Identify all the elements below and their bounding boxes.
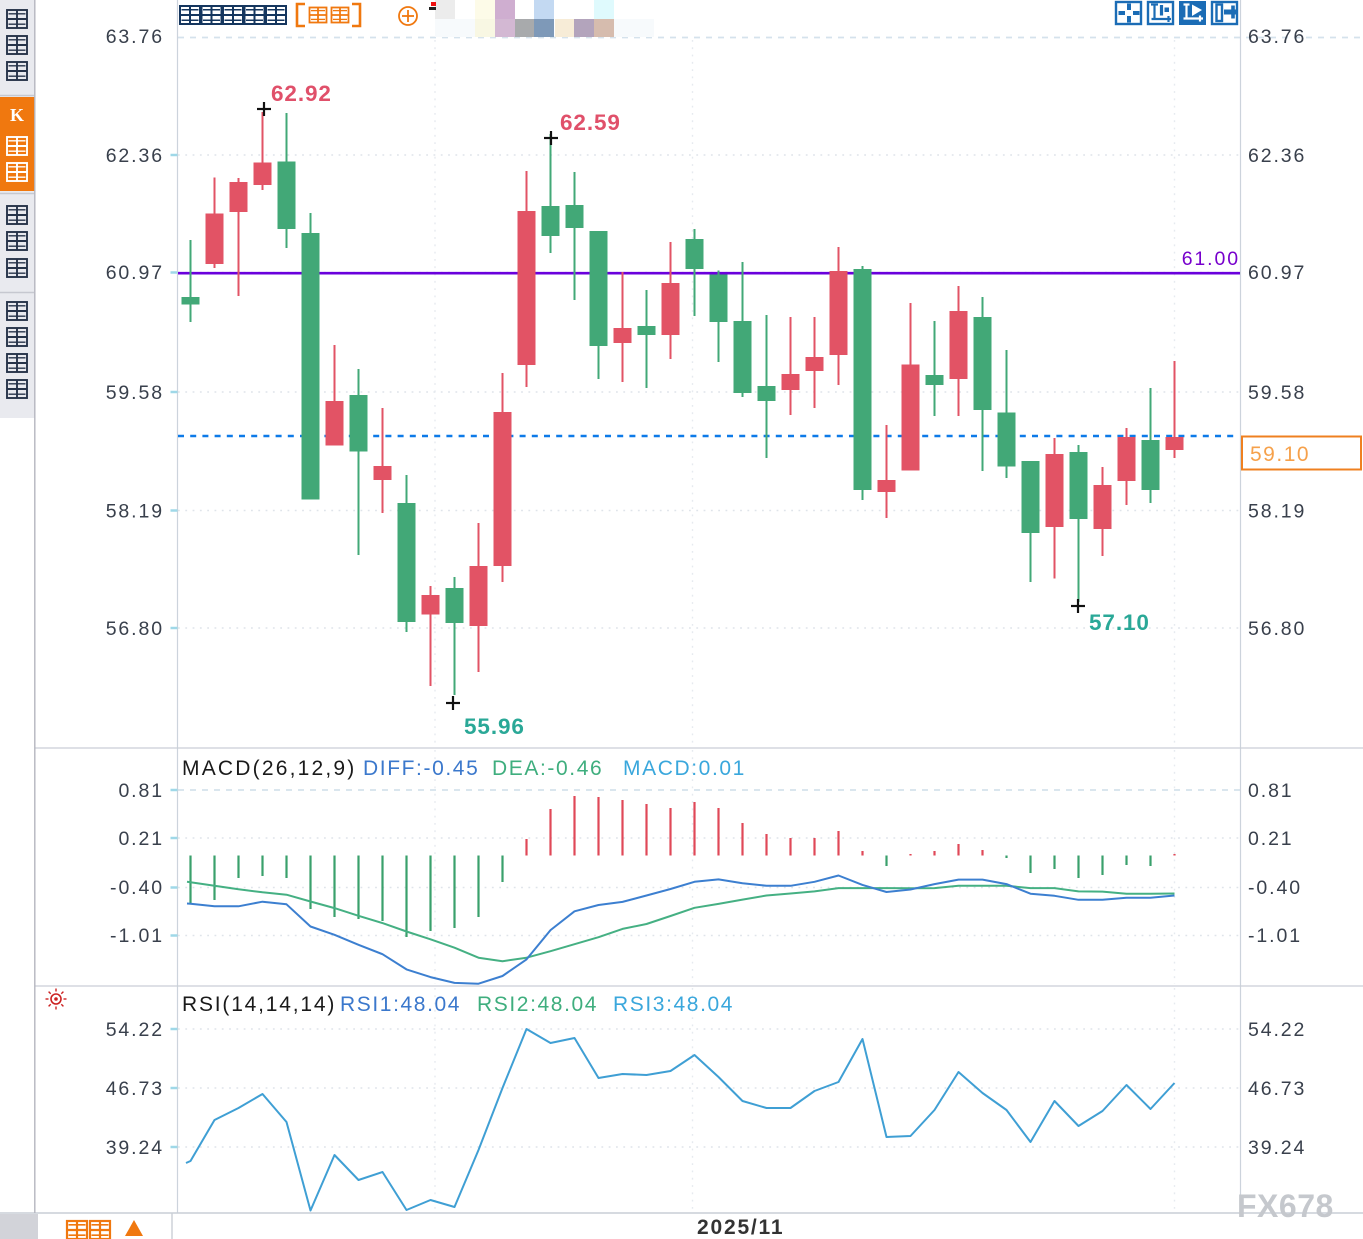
svg-text:RSI3:48.04: RSI3:48.04 <box>613 993 734 1016</box>
svg-text:46.73: 46.73 <box>106 1078 164 1100</box>
svg-text:59.58: 59.58 <box>1248 382 1306 404</box>
svg-text:58.19: 58.19 <box>1248 501 1306 523</box>
svg-text:-1.01: -1.01 <box>1248 925 1302 947</box>
svg-text:63.76: 63.76 <box>1248 26 1306 48</box>
svg-text:62.36: 62.36 <box>1248 145 1306 167</box>
svg-text:MACD:0.01: MACD:0.01 <box>623 757 746 780</box>
svg-text:59.10: 59.10 <box>1250 443 1310 466</box>
svg-text:0.81: 0.81 <box>1248 780 1294 802</box>
svg-text:58.19: 58.19 <box>106 501 164 523</box>
svg-text:62.36: 62.36 <box>106 145 164 167</box>
svg-text:55.96: 55.96 <box>464 714 525 739</box>
svg-text:46.73: 46.73 <box>1248 1078 1306 1100</box>
svg-text:54.22: 54.22 <box>1248 1019 1306 1041</box>
svg-text:60.97: 60.97 <box>1248 262 1306 284</box>
svg-text:59.58: 59.58 <box>106 382 164 404</box>
svg-text:DEA:-0.46: DEA:-0.46 <box>492 757 603 780</box>
svg-text:39.24: 39.24 <box>106 1137 164 1159</box>
svg-text:FX678: FX678 <box>1237 1188 1334 1224</box>
svg-text:K: K <box>10 105 24 125</box>
svg-text:2025/11: 2025/11 <box>697 1216 784 1239</box>
svg-text:-1.01: -1.01 <box>110 925 164 947</box>
svg-text:RSI2:48.04: RSI2:48.04 <box>477 993 598 1016</box>
svg-text:62.92: 62.92 <box>271 81 332 106</box>
svg-text:39.24: 39.24 <box>1248 1137 1306 1159</box>
svg-text:0.21: 0.21 <box>118 828 164 850</box>
svg-text:62.59: 62.59 <box>560 110 621 135</box>
svg-text:0.81: 0.81 <box>118 780 164 802</box>
svg-text:56.80: 56.80 <box>1248 618 1306 640</box>
svg-text:61.00: 61.00 <box>1182 248 1240 270</box>
svg-text:RSI(14,14,14): RSI(14,14,14) <box>182 993 336 1016</box>
svg-text:-0.40: -0.40 <box>110 877 164 899</box>
svg-text:0.21: 0.21 <box>1248 828 1294 850</box>
svg-text:-0.40: -0.40 <box>1248 877 1302 899</box>
svg-text:63.76: 63.76 <box>106 26 164 48</box>
svg-text:54.22: 54.22 <box>106 1019 164 1041</box>
svg-text:DIFF:-0.45: DIFF:-0.45 <box>363 757 479 780</box>
svg-text:60.97: 60.97 <box>106 262 164 284</box>
svg-text:MACD(26,12,9): MACD(26,12,9) <box>182 757 356 780</box>
svg-text:RSI1:48.04: RSI1:48.04 <box>340 993 461 1016</box>
svg-text:57.10: 57.10 <box>1089 610 1150 635</box>
svg-text:56.80: 56.80 <box>106 618 164 640</box>
